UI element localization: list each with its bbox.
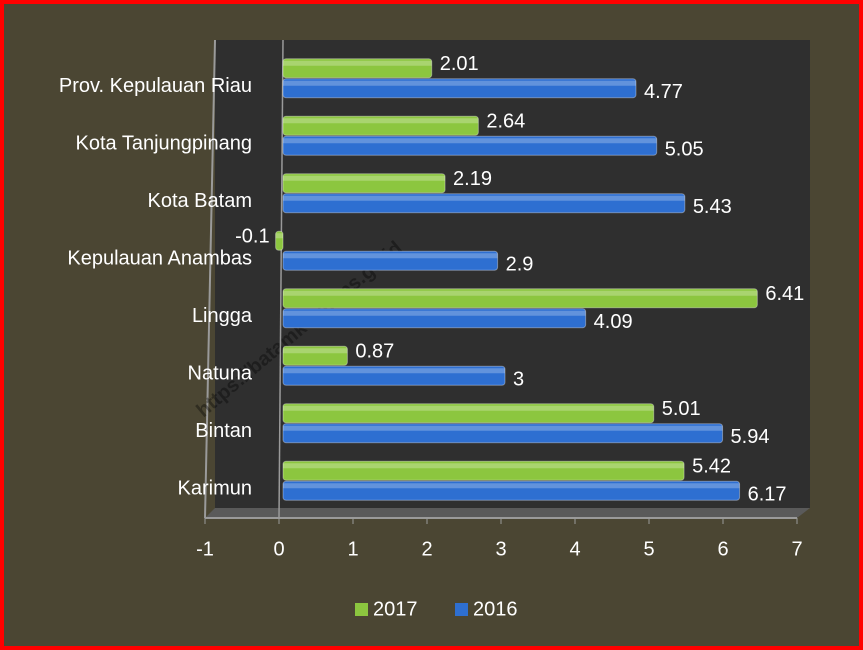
bar [282, 480, 741, 501]
data-label: 3 [513, 369, 524, 391]
data-label: 6.17 [748, 484, 787, 506]
legend-swatch [455, 603, 468, 616]
y-tick-label: Karimun [178, 478, 252, 500]
y-tick-label: Lingga [192, 305, 253, 327]
back-wall [215, 40, 810, 508]
bar-highlight [283, 253, 498, 259]
bar [282, 460, 685, 481]
x-tick-label: 4 [569, 538, 580, 560]
floor [205, 508, 810, 518]
bar-highlight [283, 425, 723, 431]
bar [282, 308, 587, 329]
x-tick-label: 7 [791, 538, 802, 560]
bar [282, 423, 724, 444]
x-tick-label: 0 [273, 538, 284, 560]
bar [282, 58, 433, 79]
x-tick-label: 2 [421, 538, 432, 560]
bar-highlight [275, 233, 283, 239]
data-label: 4.77 [644, 81, 683, 103]
data-label: 6.41 [765, 283, 804, 305]
x-tick-label: 6 [717, 538, 728, 560]
bar-highlight [283, 405, 654, 411]
data-label: -0.1 [235, 226, 269, 248]
bar-highlight [283, 463, 685, 469]
bar-highlight [283, 368, 505, 374]
y-axis-line [204, 39, 216, 519]
y-tick-label: Prov. Kepulauan Riau [59, 75, 252, 97]
zero-line [278, 39, 284, 519]
data-label: 2.9 [506, 254, 534, 276]
y-tick-label: Bintan [195, 420, 252, 442]
x-tick-label: 3 [495, 538, 506, 560]
bar [282, 403, 655, 424]
data-label: 5.01 [662, 398, 701, 420]
x-tick-label: -1 [196, 538, 214, 560]
bar [282, 250, 499, 271]
legend-swatch [355, 603, 368, 616]
legend-label: 2017 [373, 598, 418, 620]
data-label: 5.94 [731, 426, 770, 448]
bar-highlight [283, 60, 432, 66]
bar-highlight [283, 290, 758, 296]
bar [282, 115, 479, 136]
bar-highlight [283, 195, 685, 201]
data-label: 2.01 [440, 53, 479, 75]
data-label: 5.42 [692, 456, 731, 478]
data-label: 4.09 [594, 311, 633, 333]
x-tick-label: 1 [347, 538, 358, 560]
x-tick-label: 5 [643, 538, 654, 560]
bar-highlight [283, 80, 636, 86]
data-label: 5.43 [693, 196, 732, 218]
bar [282, 135, 658, 156]
bar-highlight [283, 138, 657, 144]
y-tick-label: Natuna [188, 363, 253, 385]
data-label: 5.05 [665, 139, 704, 161]
bar-highlight [283, 175, 446, 181]
bar [282, 288, 758, 309]
legend-label: 2016 [473, 598, 518, 620]
y-tick-label: Kota Tanjungpinang [76, 133, 252, 155]
data-label: 0.87 [355, 341, 394, 363]
y-tick-label: Kota Batam [147, 190, 252, 212]
bar [282, 345, 348, 366]
bar [282, 173, 446, 194]
bar-highlight [283, 483, 740, 489]
bar [275, 230, 284, 251]
bar-highlight [283, 348, 348, 354]
data-label: 2.19 [453, 168, 492, 190]
bar-highlight [283, 310, 586, 316]
bar [282, 365, 506, 386]
bar [282, 193, 686, 214]
bar [282, 78, 637, 99]
data-label: 2.64 [486, 111, 525, 133]
bar-highlight [283, 118, 479, 124]
y-tick-label: Kepulauan Anambas [67, 248, 252, 270]
